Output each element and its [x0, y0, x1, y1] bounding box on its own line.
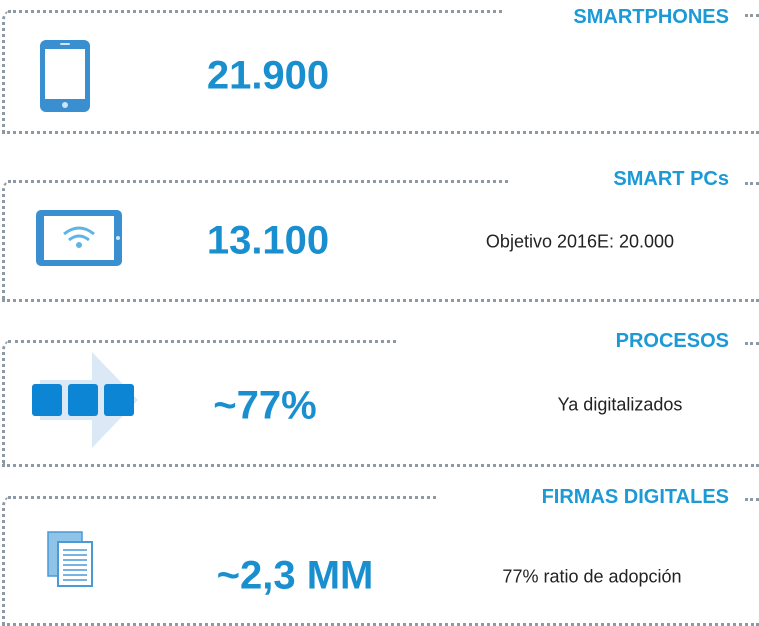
card: [2, 496, 759, 626]
tablet-icon: [36, 210, 122, 266]
document-icon: [47, 531, 93, 587]
card-title: FIRMAS DIGITALES: [541, 486, 729, 508]
card-title: PROCESOS: [615, 330, 729, 352]
card: [2, 10, 759, 134]
divider: [745, 14, 759, 17]
divider: [8, 496, 436, 499]
card-title: SMART PCs: [613, 168, 729, 190]
divider: [745, 342, 759, 345]
divider: [8, 10, 502, 13]
card: [2, 340, 759, 467]
divider: [8, 180, 508, 183]
process-icon: [32, 352, 138, 448]
phone-icon: [40, 40, 90, 112]
card: [2, 180, 759, 302]
divider: [745, 498, 759, 501]
card-title: SMARTPHONES: [573, 6, 729, 28]
divider: [745, 182, 759, 185]
card-value: ~2,3 MM: [216, 553, 374, 598]
card-value: ~77%: [213, 383, 317, 428]
card-note: Ya digitalizados: [557, 394, 683, 415]
divider: [8, 340, 396, 343]
card-value: 13.100: [206, 218, 330, 263]
card-value: 21.900: [206, 53, 330, 98]
card-note: 77% ratio de adopción: [502, 566, 682, 587]
card-note: Objetivo 2016E: 20.000: [485, 231, 675, 252]
